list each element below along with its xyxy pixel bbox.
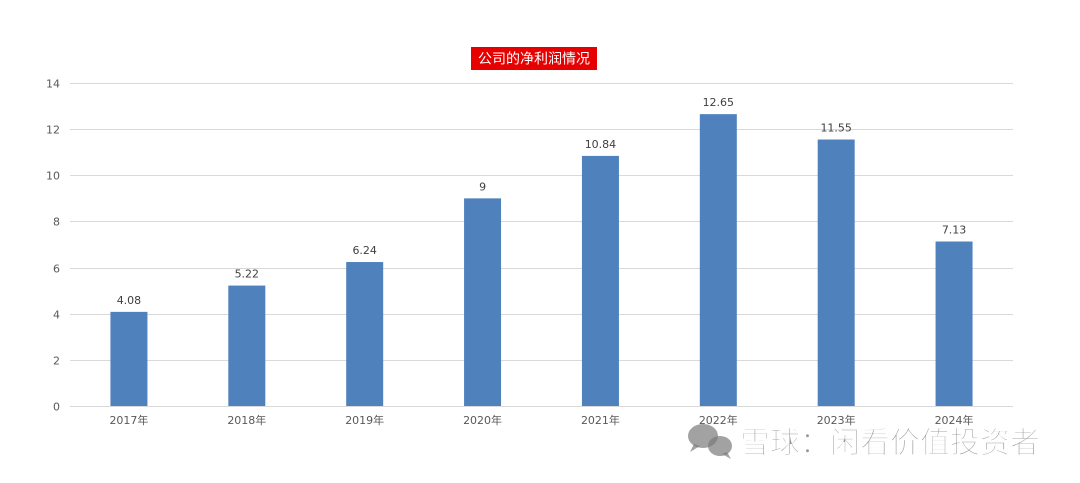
- data-label-2023: 11.55: [820, 122, 852, 135]
- x-tick-label-2019: 2019年: [345, 413, 384, 427]
- x-tick-label-2023: 2023年: [817, 413, 856, 427]
- data-label-2019: 6.24: [352, 244, 377, 257]
- y-tick-label-2: 2: [53, 355, 60, 368]
- y-tick-label-14: 14: [46, 78, 60, 91]
- x-tick-label-2021: 2021年: [581, 413, 620, 427]
- data-labels: 4.08 5.22 6.24 9 10.84 12.65 11.55 7.13: [117, 96, 967, 307]
- data-label-2018: 5.22: [235, 268, 260, 281]
- data-label-2022: 12.65: [703, 96, 735, 109]
- data-label-2017: 4.08: [117, 294, 142, 307]
- x-tick-label-2024: 2024年: [935, 413, 974, 427]
- watermark-text: 雪球：闲看价值投资者: [740, 426, 1040, 461]
- gridlines: [70, 83, 1013, 407]
- y-tick-label-0: 0: [53, 401, 60, 414]
- y-tick-label-10: 10: [46, 170, 60, 183]
- bar-2022: [699, 114, 737, 407]
- y-axis-tick-labels: 0 2 4 6 8 10 12 14: [46, 78, 60, 414]
- x-axis-category-labels: 2017年 2018年 2019年 2020年 2021年 2022年 2023年 2024年: [109, 413, 973, 427]
- bar-2024: [935, 241, 973, 406]
- chart-title-text: 公司的净利润情况: [478, 52, 590, 68]
- bar-2019: [346, 262, 384, 406]
- data-label-2024: 7.13: [942, 224, 967, 237]
- y-tick-label-12: 12: [46, 124, 60, 137]
- bar-2021: [581, 155, 619, 406]
- bar-2018: [228, 285, 266, 406]
- bar-2020: [464, 198, 502, 406]
- bar-2023: [817, 139, 855, 406]
- x-tick-label-2017: 2017年: [109, 413, 148, 427]
- y-tick-label-6: 6: [53, 263, 60, 276]
- chart-title-background: [471, 47, 597, 70]
- y-tick-label-4: 4: [53, 309, 60, 322]
- data-label-2021: 10.84: [585, 138, 617, 151]
- y-tick-label-8: 8: [53, 216, 60, 229]
- x-tick-label-2018: 2018年: [227, 413, 266, 427]
- x-tick-label-2020: 2020年: [463, 413, 502, 427]
- x-tick-label-2022: 2022年: [699, 413, 738, 427]
- chart-title: 公司的净利润情况: [471, 47, 597, 70]
- bar-2017: [110, 311, 148, 406]
- wechat-icon: [688, 424, 732, 459]
- watermark: 雪球：闲看价值投资者: [688, 424, 1040, 461]
- data-label-2020: 9: [479, 180, 486, 193]
- bars: [110, 114, 973, 407]
